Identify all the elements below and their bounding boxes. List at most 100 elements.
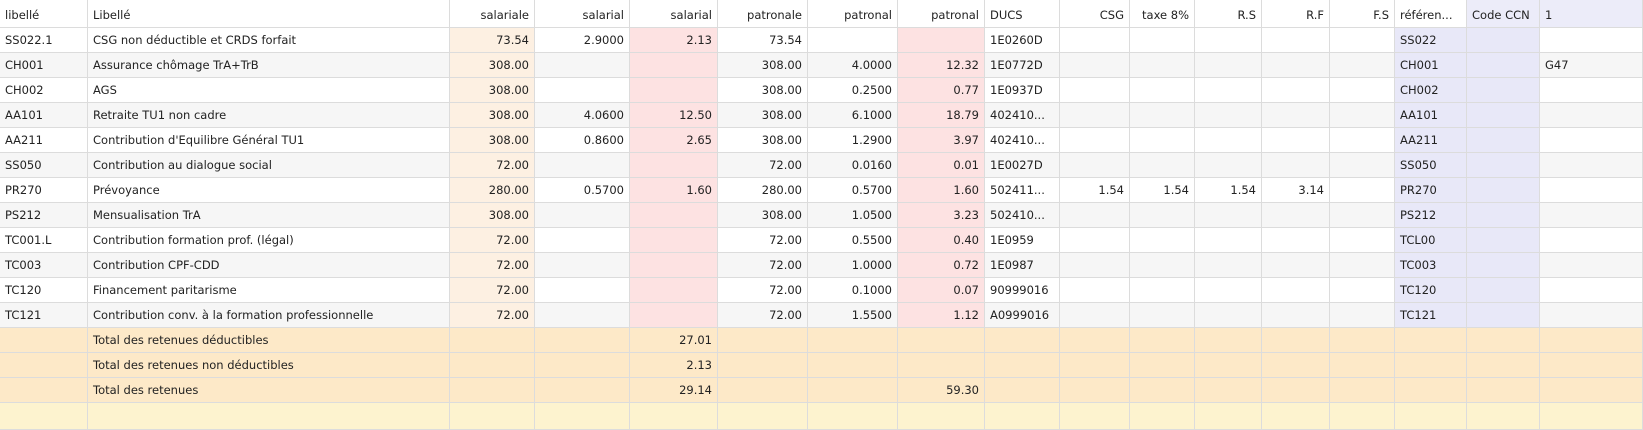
table-cell: 1.60 (630, 178, 718, 203)
table-cell (1195, 303, 1262, 328)
empty-cell (1395, 403, 1467, 430)
total-cell (1130, 353, 1195, 378)
table-cell (535, 303, 630, 328)
table-cell: 72.00 (718, 278, 808, 303)
table-cell: 0.01 (898, 153, 985, 178)
table-cell: TC121 (1395, 303, 1467, 328)
total-cell (1262, 378, 1330, 403)
table-cell (1467, 153, 1540, 178)
table-cell: 308.00 (718, 78, 808, 103)
table-cell (1467, 253, 1540, 278)
table-cell (1130, 78, 1195, 103)
table-cell: G47 (1540, 53, 1643, 78)
empty-cell (985, 403, 1060, 430)
total-cell (1060, 328, 1130, 353)
table-cell (1130, 203, 1195, 228)
table-cell (1195, 28, 1262, 53)
table-cell: CSG non déductible et CRDS forfait (88, 28, 450, 53)
total-cell (718, 353, 808, 378)
empty-cell (1262, 403, 1330, 430)
table-cell (1540, 178, 1643, 203)
table-cell: 72.00 (718, 253, 808, 278)
table-cell: 1E0027D (985, 153, 1060, 178)
table-cell (1330, 303, 1395, 328)
total-cell (450, 328, 535, 353)
table-cell (1330, 103, 1395, 128)
table-cell (1130, 228, 1195, 253)
table-cell: TC001.L (0, 228, 88, 253)
table-cell: 1.2900 (808, 128, 898, 153)
column-header: 1 (1540, 0, 1643, 28)
table-cell (630, 228, 718, 253)
table-cell (1195, 103, 1262, 128)
table-cell (1262, 103, 1330, 128)
table-cell (630, 78, 718, 103)
table-cell (1262, 278, 1330, 303)
table-cell (1540, 303, 1643, 328)
table-cell: TC003 (1395, 253, 1467, 278)
table-cell: 1.0000 (808, 253, 898, 278)
table-cell: SS022 (1395, 28, 1467, 53)
empty-cell (1540, 403, 1643, 430)
table-cell: TC121 (0, 303, 88, 328)
total-cell (808, 378, 898, 403)
table-cell: 308.00 (450, 103, 535, 128)
total-cell (898, 353, 985, 378)
table-cell: 72.00 (718, 303, 808, 328)
table-cell (1262, 53, 1330, 78)
table-cell (1262, 203, 1330, 228)
table-cell (630, 253, 718, 278)
table-cell (1467, 128, 1540, 153)
table-cell: 308.00 (718, 128, 808, 153)
table-cell: 308.00 (718, 203, 808, 228)
table-cell (1130, 28, 1195, 53)
empty-cell (898, 403, 985, 430)
table-cell (1330, 78, 1395, 103)
table-cell (1540, 78, 1643, 103)
empty-cell (1330, 403, 1395, 430)
table-cell: 2.65 (630, 128, 718, 153)
table-cell (1540, 28, 1643, 53)
total-cell (1467, 328, 1540, 353)
table-cell: 1.60 (898, 178, 985, 203)
empty-cell (1467, 403, 1540, 430)
table-cell: 0.8600 (535, 128, 630, 153)
table-cell: Contribution au dialogue social (88, 153, 450, 178)
table-cell (535, 78, 630, 103)
table-cell (1540, 203, 1643, 228)
table-cell (1195, 78, 1262, 103)
total-cell (1130, 328, 1195, 353)
empty-cell (1195, 403, 1262, 430)
column-header: référen... (1395, 0, 1467, 28)
table-cell (1467, 53, 1540, 78)
table-cell: 308.00 (450, 128, 535, 153)
table-cell: 1.12 (898, 303, 985, 328)
table-cell (808, 28, 898, 53)
empty-cell (88, 403, 450, 430)
table-cell: 1E0987 (985, 253, 1060, 278)
table-cell (1262, 253, 1330, 278)
total-cell (1540, 353, 1643, 378)
table-cell (1262, 128, 1330, 153)
table-cell: AA211 (1395, 128, 1467, 153)
table-cell: 502411... (985, 178, 1060, 203)
table-cell: 90999016 (985, 278, 1060, 303)
total-cell (450, 353, 535, 378)
table-cell (1262, 228, 1330, 253)
table-cell: CH002 (0, 78, 88, 103)
table-cell (1330, 203, 1395, 228)
table-cell: 72.00 (450, 153, 535, 178)
table-cell: Financement paritarisme (88, 278, 450, 303)
table-cell (1060, 253, 1130, 278)
table-cell: 0.07 (898, 278, 985, 303)
table-cell (1130, 253, 1195, 278)
table-cell: 1E0959 (985, 228, 1060, 253)
table-cell (1467, 28, 1540, 53)
table-cell (1060, 128, 1130, 153)
table-cell: 73.54 (718, 28, 808, 53)
table-cell (1540, 253, 1643, 278)
table-cell (1540, 228, 1643, 253)
table-cell (1467, 228, 1540, 253)
total-cell: 2.13 (630, 353, 718, 378)
